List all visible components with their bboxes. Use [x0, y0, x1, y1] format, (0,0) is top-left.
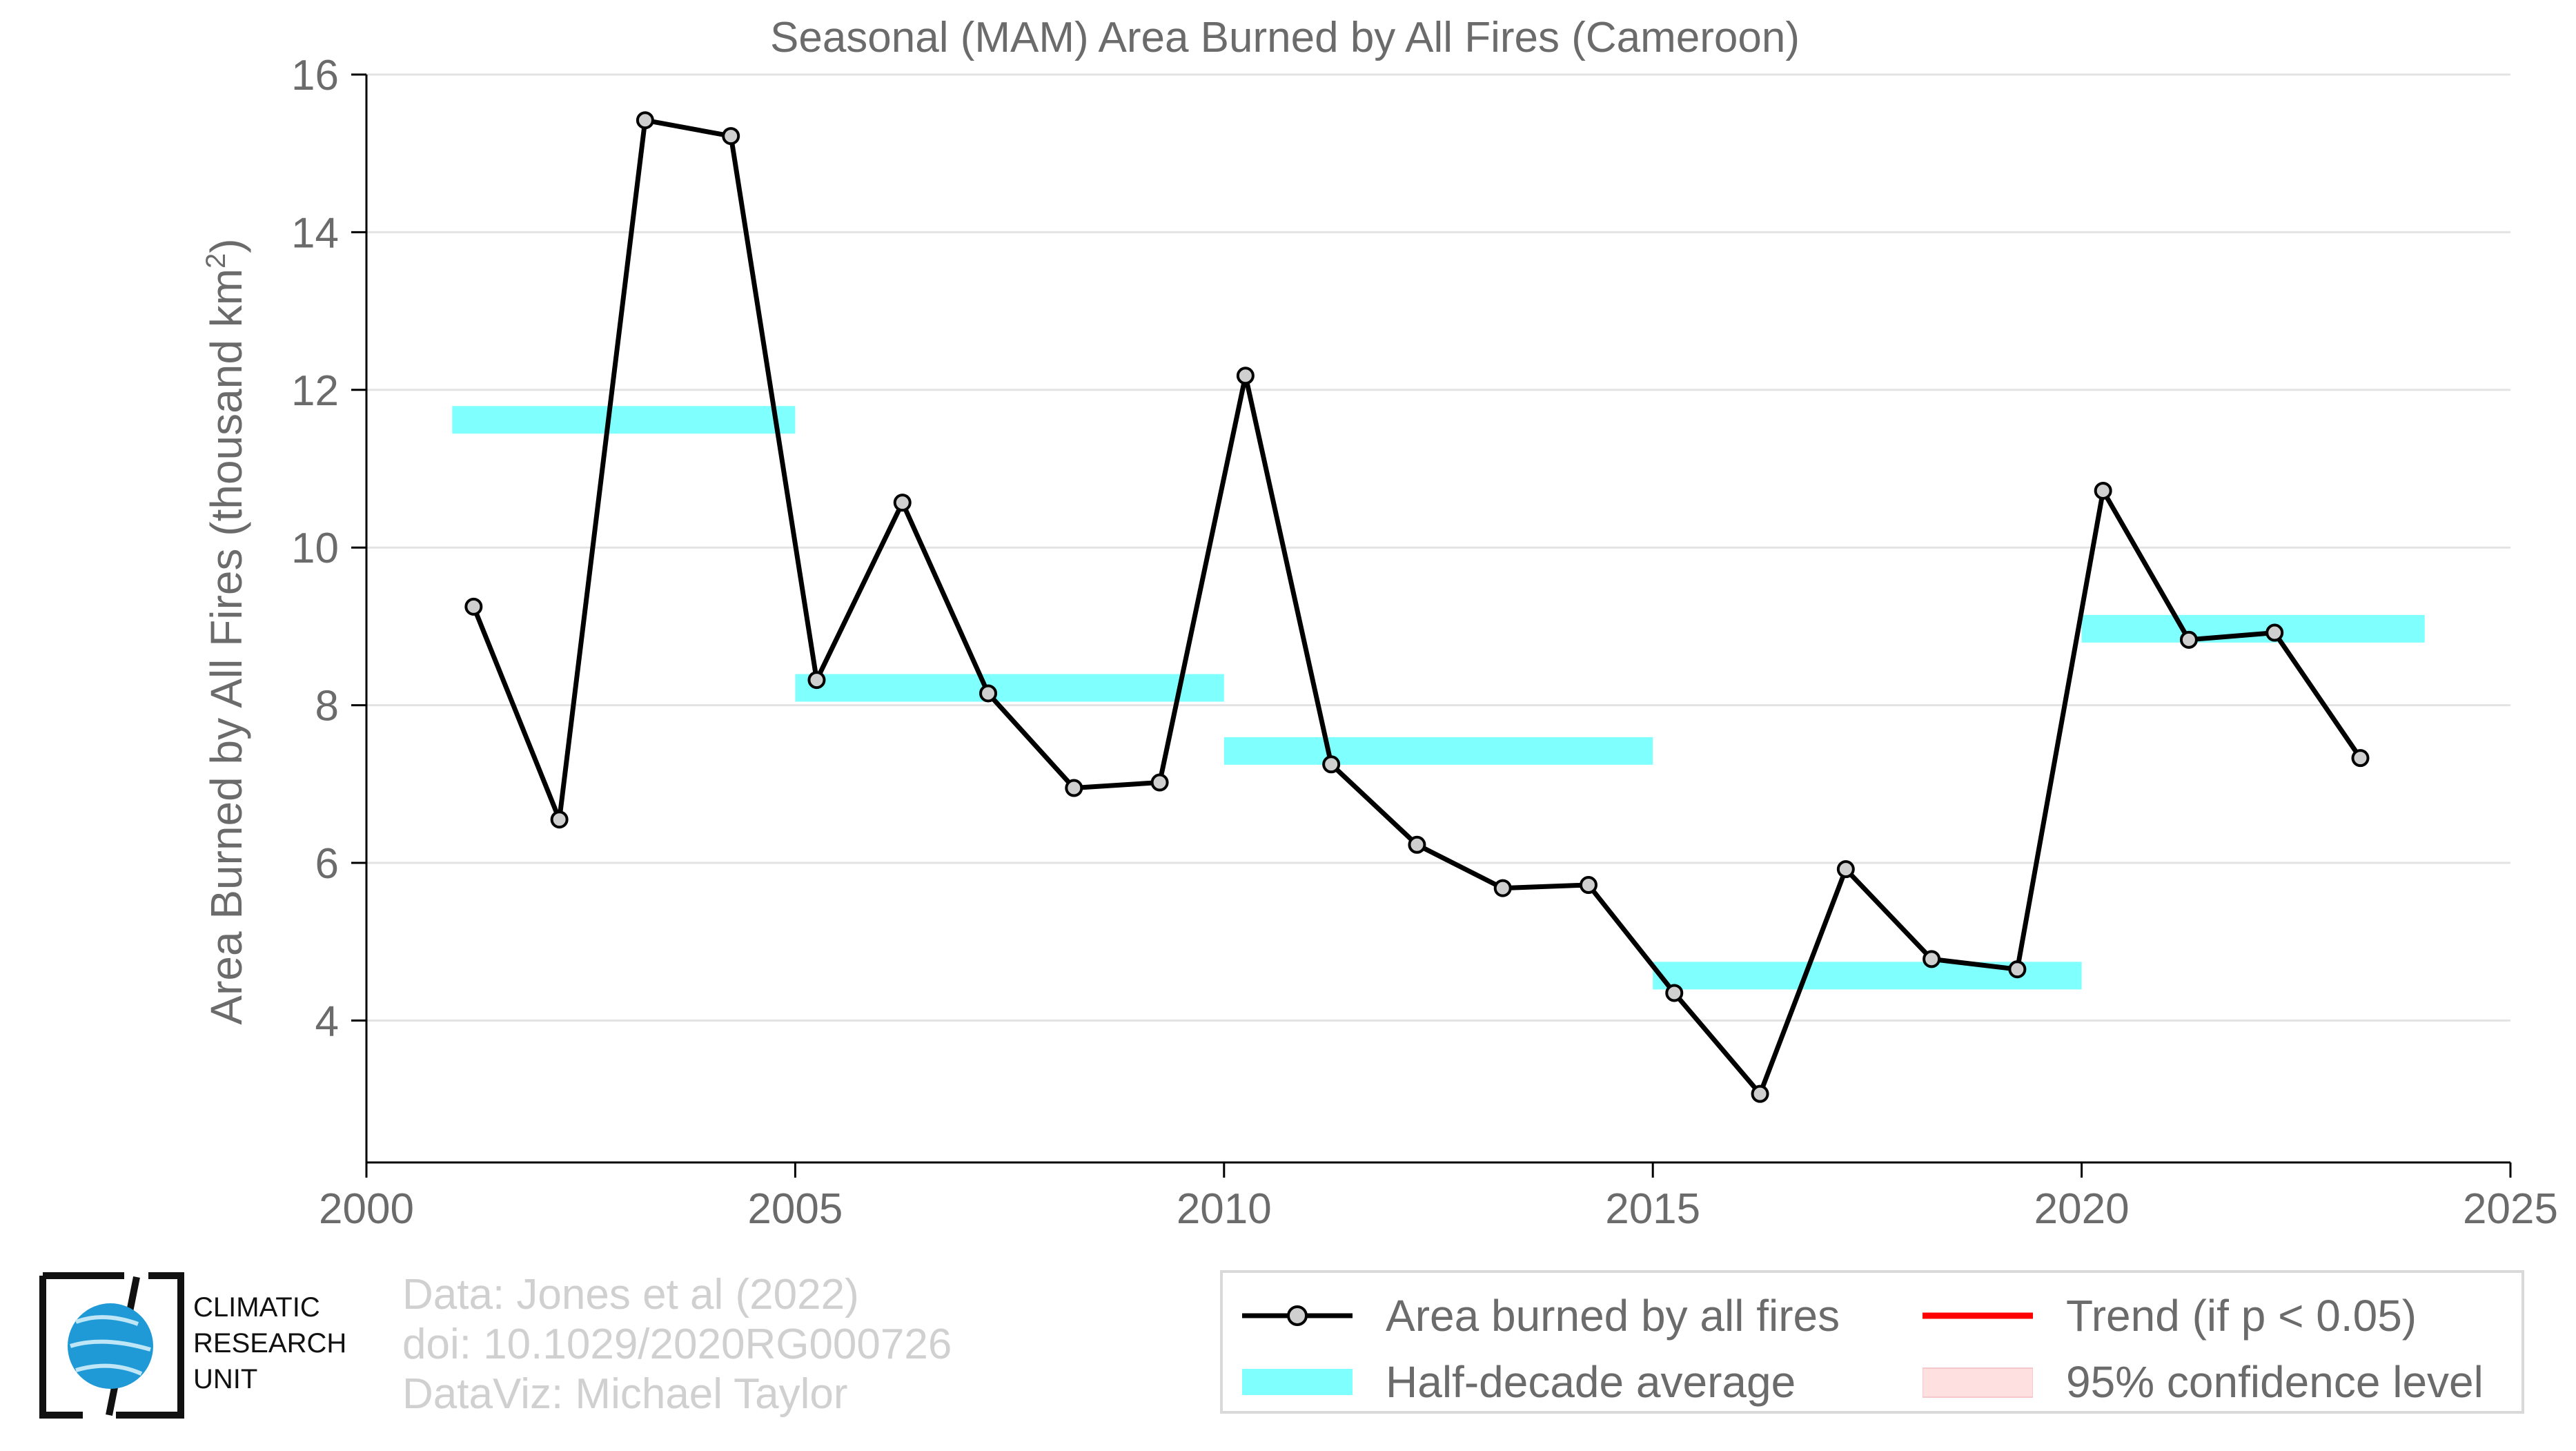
data-point: [1065, 779, 1083, 797]
x-tick-label: 2015: [1605, 1185, 1700, 1233]
half-decade-band: [795, 674, 1224, 702]
half-decade-band: [2081, 614, 2425, 643]
y-axis-label-superscript: 2: [201, 253, 231, 269]
y-tick-label: 8: [315, 683, 339, 730]
data-point: [464, 597, 483, 616]
data-point: [1236, 367, 1255, 385]
x-tick-label: 2000: [319, 1185, 414, 1233]
cru-logo: [39, 1272, 184, 1419]
logo-line-3: UNIT: [193, 1364, 258, 1394]
y-axis-label-text: Area Burned by All Fires (thousand km: [201, 269, 251, 1025]
logo-line-1: CLIMATIC: [193, 1292, 320, 1323]
legend-patch-icon: [1923, 1367, 2033, 1398]
legend-label: Area burned by all fires: [1386, 1291, 1840, 1341]
y-tick-label: 4: [315, 997, 339, 1045]
data-point: [2265, 623, 2284, 642]
y-tick-label: 16: [291, 52, 339, 99]
legend: Area burned by all fires Trend (if p < 0…: [1220, 1270, 2524, 1414]
series-line: [471, 117, 2363, 1097]
data-point: [1408, 835, 1426, 854]
legend-label: Trend (if p < 0.05): [2066, 1291, 2417, 1341]
credits: Data: Jones et al (2022) doi: 10.1029/20…: [402, 1270, 952, 1419]
data-point: [1665, 984, 1684, 1002]
x-ticks: 2000 2005 2010 2015 2020 2025: [319, 1162, 2558, 1233]
axes: [365, 75, 2510, 1164]
data-point: [979, 684, 998, 703]
legend-item-area-burned: Area burned by all fires: [1242, 1288, 1840, 1343]
logo-line-2: RESEARCH: [193, 1328, 347, 1359]
legend-label: Half-decade average: [1386, 1357, 1796, 1407]
chart-title: Seasonal (MAM) Area Burned by All Fires …: [770, 14, 1800, 61]
data-point: [722, 127, 740, 146]
cru-logo-text: CLIMATIC RESEARCH UNIT: [193, 1289, 346, 1397]
data-point: [2179, 630, 2198, 649]
credit-dataviz: DataViz: Michael Taylor: [402, 1370, 848, 1418]
legend-band-icon: [1242, 1369, 1353, 1395]
y-axis-label-close: ): [201, 238, 251, 253]
x-tick-label: 2025: [2463, 1185, 2558, 1233]
logo-bracket: [39, 1272, 184, 1419]
y-tick-label: 14: [291, 209, 339, 257]
legend-label: 95% confidence level: [2066, 1357, 2484, 1407]
x-tick-label: 2005: [747, 1185, 843, 1233]
data-point: [893, 494, 912, 512]
data-point: [1322, 755, 1341, 774]
data-point: [1923, 950, 1941, 968]
data-point: [1150, 773, 1169, 792]
legend-trend-line-icon: [1923, 1312, 2033, 1319]
gridlines: [366, 73, 2510, 1022]
legend-line-marker-icon: [1242, 1305, 1353, 1326]
data-point: [1836, 860, 1855, 879]
y-tick-label: 12: [291, 367, 339, 415]
y-ticks: 4 6 8 10 12 14 16: [291, 52, 366, 1045]
data-point: [807, 671, 826, 690]
half-decade-bands: [452, 406, 2425, 990]
legend-item-half-decade: Half-decade average: [1242, 1354, 1796, 1410]
data-point: [1579, 876, 1597, 895]
y-tick-label: 6: [315, 840, 339, 888]
half-decade-band: [452, 406, 796, 434]
y-axis-label: Area Burned by All Fires (thousand km2): [201, 238, 251, 1024]
legend-item-trend: Trend (if p < 0.05): [1923, 1288, 2417, 1343]
credit-doi: doi: 10.1029/2020RG000726: [402, 1321, 952, 1368]
data-point: [1493, 879, 1512, 897]
data-point: [2094, 481, 2112, 500]
data-point: [1751, 1084, 1769, 1103]
globe-lines: [70, 1315, 151, 1376]
legend-item-confidence: 95% confidence level: [1923, 1354, 2484, 1410]
series-area-burned: [464, 111, 2370, 1103]
data-point: [2008, 960, 2027, 979]
data-point: [550, 810, 569, 829]
data-point: [2351, 749, 2370, 768]
half-decade-band: [1223, 737, 1653, 765]
data-point: [636, 111, 654, 130]
y-tick-label: 10: [291, 525, 339, 572]
x-tick-label: 2010: [1177, 1185, 1272, 1233]
credit-data-source: Data: Jones et al (2022): [402, 1271, 859, 1318]
x-tick-label: 2020: [2034, 1185, 2130, 1233]
